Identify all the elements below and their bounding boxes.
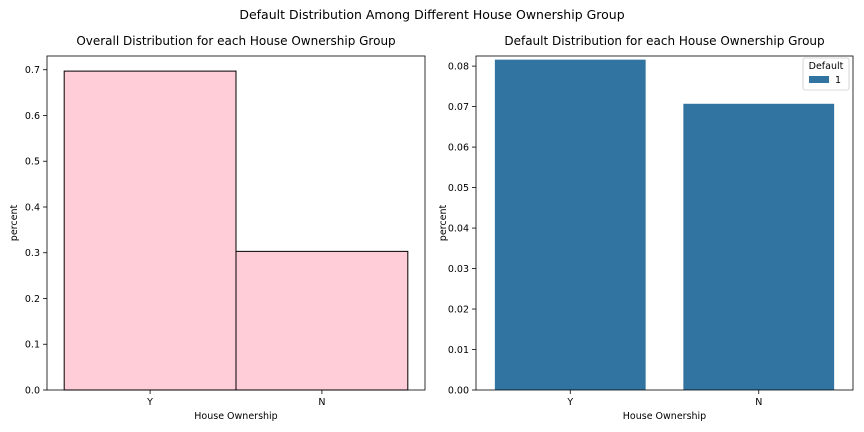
y-tick-label: 0.04 bbox=[448, 224, 469, 235]
x-tick-label: N bbox=[755, 397, 762, 408]
axes-frame bbox=[475, 55, 854, 391]
y-tick-label: 0.06 bbox=[448, 143, 469, 154]
y-tick-label: 0.08 bbox=[448, 62, 469, 73]
y-tick-label: 0.7 bbox=[25, 65, 40, 76]
y-tick-label: 0.4 bbox=[25, 202, 40, 213]
left-chart-panel: 0.0 0.1 0.2 0.3 0.4 0.5 0.6 0.7 Y N Overall Distri… bbox=[9, 34, 426, 422]
legend-entry-label: 1 bbox=[835, 75, 841, 86]
chart-title: Overall Distribution for each House Owne… bbox=[76, 34, 395, 48]
y-tick-label: 0.01 bbox=[448, 345, 469, 356]
x-tick-label: Y bbox=[146, 397, 153, 408]
y-tick-label: 0.5 bbox=[25, 157, 40, 168]
y-axis-label: percent bbox=[9, 205, 20, 242]
bar-y bbox=[494, 59, 646, 390]
y-tick-label: 0.00 bbox=[448, 386, 469, 397]
y-tick-label: 0.02 bbox=[448, 305, 469, 316]
x-axis-label: House Ownership bbox=[194, 411, 277, 422]
x-tick-label: Y bbox=[566, 397, 573, 408]
bar-n bbox=[683, 103, 835, 390]
y-tick-label: 0.03 bbox=[448, 264, 469, 275]
bar-y bbox=[63, 70, 237, 391]
y-tick-label: 0.2 bbox=[25, 294, 40, 305]
right-chart-panel: 0.00 0.01 0.02 0.03 0.04 0.05 0.06 0.07 0.08 Y N De… bbox=[438, 34, 854, 422]
y-tick-label: 0.07 bbox=[448, 102, 469, 113]
legend-title: Default bbox=[809, 61, 844, 72]
legend-swatch bbox=[809, 76, 829, 83]
legend: Default 1 bbox=[802, 57, 850, 91]
chart-title: Default Distribution for each House Owne… bbox=[504, 34, 824, 48]
y-tick-label: 0.6 bbox=[25, 111, 40, 122]
figure-suptitle: Default Distribution Among Different Hou… bbox=[239, 7, 624, 22]
y-tick-label: 0.1 bbox=[25, 340, 40, 351]
y-tick-label: 0.05 bbox=[448, 183, 469, 194]
axes-frame bbox=[46, 55, 426, 391]
x-axis-label: House Ownership bbox=[623, 411, 706, 422]
bar-n bbox=[235, 250, 409, 391]
y-axis-label: percent bbox=[438, 205, 449, 242]
y-tick-label: 0.3 bbox=[25, 248, 40, 259]
x-tick-label: N bbox=[318, 397, 325, 408]
y-tick-label: 0.0 bbox=[25, 386, 40, 397]
